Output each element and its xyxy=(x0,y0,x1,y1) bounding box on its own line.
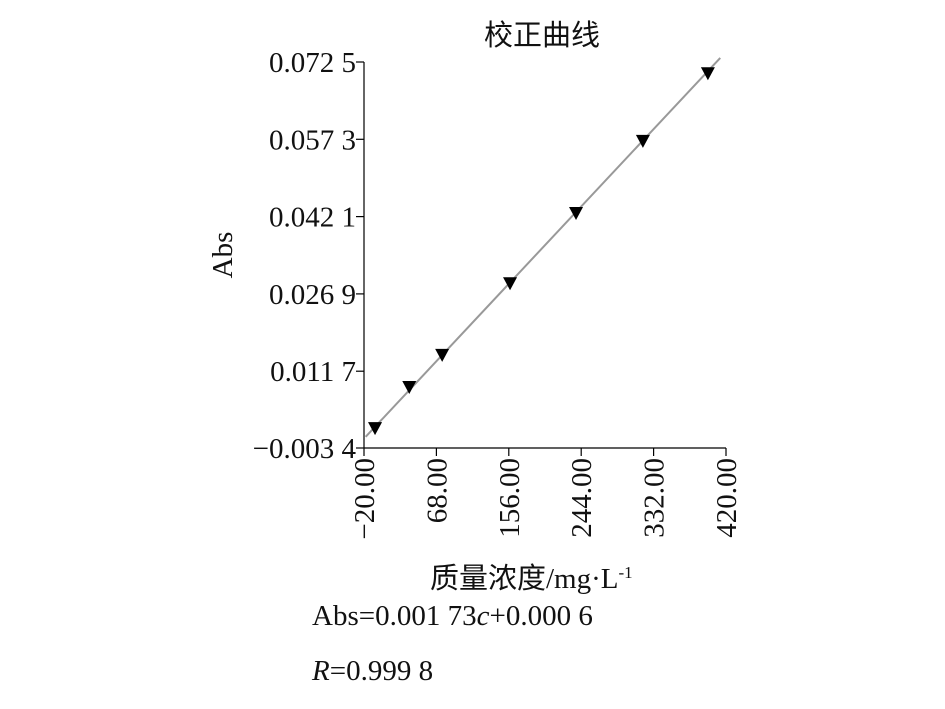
point xyxy=(503,277,518,291)
x-tick-label: 332.00 xyxy=(639,458,671,538)
chart-title: 校正曲线 xyxy=(484,19,600,52)
y-tick-label: 0.026 9 xyxy=(269,279,356,311)
y-axis-label: Abs xyxy=(207,232,239,279)
x-tick-label: 420.00 xyxy=(711,458,743,538)
fit-line xyxy=(364,57,721,438)
y-tick-label: 0.072 5 xyxy=(269,47,356,79)
y-tick-label: 0.042 1 xyxy=(269,202,356,234)
y-tick-label: −0.003 4 xyxy=(253,433,357,465)
y-tick-label: 0.011 7 xyxy=(270,356,356,388)
x-tick-label: 68.00 xyxy=(421,458,453,523)
equation: Abs=0.001 73c+0.000 6 xyxy=(312,600,593,632)
y-tick-label: 0.057 3 xyxy=(269,124,356,156)
point xyxy=(402,380,417,394)
x-axis-label-main: 质量浓度/mg·L xyxy=(430,562,619,595)
r-value: R=0.999 8 xyxy=(311,655,433,687)
x-tick-label: −20.00 xyxy=(349,458,381,540)
x-axis-label-sup: -1 xyxy=(619,563,633,582)
equation-part: +0.000 6 xyxy=(489,600,592,632)
r-symbol: R xyxy=(311,655,330,687)
point xyxy=(435,348,450,362)
equation-part: Abs=0.001 73 xyxy=(312,600,477,632)
x-axis-label: 质量浓度/mg·L-1 xyxy=(430,562,633,595)
point xyxy=(635,134,650,148)
x-tick-label: 244.00 xyxy=(566,458,598,538)
equation-var: c xyxy=(477,600,490,632)
point xyxy=(569,207,584,221)
point xyxy=(368,422,383,436)
x-tick-label: 156.00 xyxy=(494,458,526,538)
point xyxy=(700,67,715,81)
r-number: =0.999 8 xyxy=(330,655,433,687)
